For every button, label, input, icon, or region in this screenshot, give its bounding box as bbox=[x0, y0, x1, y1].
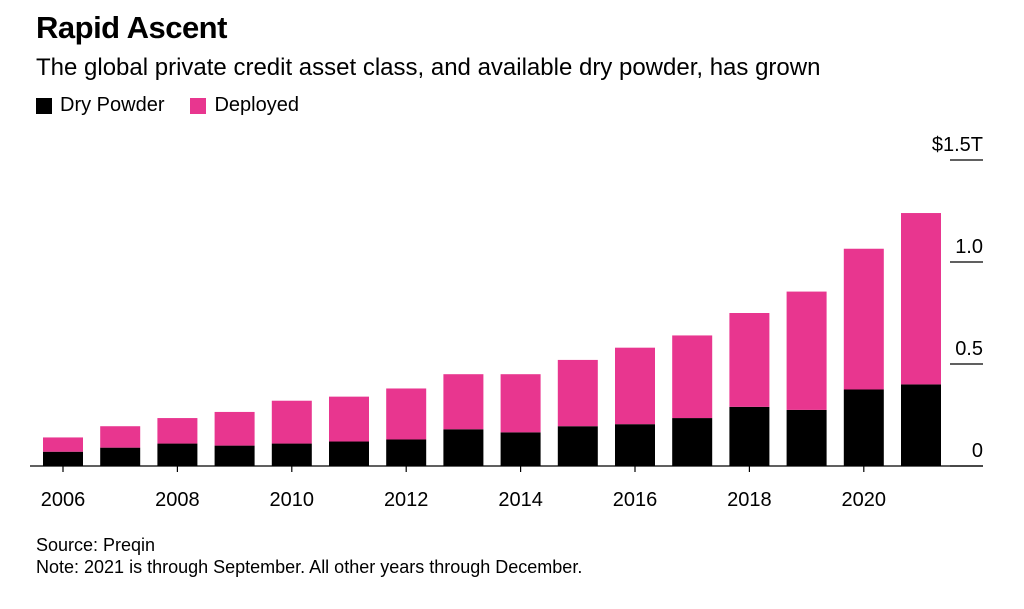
bar-dry-powder bbox=[386, 439, 427, 466]
bar-dry-powder bbox=[901, 384, 941, 466]
legend-label-deployed: Deployed bbox=[214, 94, 299, 116]
bar-deployed bbox=[100, 426, 141, 448]
bar-dry-powder bbox=[786, 409, 827, 466]
legend-label-dry-powder: Dry Powder bbox=[60, 94, 165, 116]
x-tick-label: 2020 bbox=[842, 489, 887, 511]
x-tick-label: 2008 bbox=[155, 489, 200, 511]
x-tick-label: 2006 bbox=[41, 489, 86, 511]
y-tick-label: 0 bbox=[972, 440, 983, 462]
bar-deployed bbox=[786, 291, 827, 410]
x-tick-label: 2016 bbox=[613, 489, 658, 511]
legend-swatch-dry-powder bbox=[36, 97, 52, 114]
legend-swatch-deployed bbox=[190, 97, 207, 114]
bar-dry-powder bbox=[843, 389, 884, 466]
x-tick-label: 2018 bbox=[727, 489, 772, 511]
bar-dry-powder bbox=[43, 451, 83, 466]
legend: Dry Powder Deployed bbox=[36, 94, 325, 117]
bar-deployed bbox=[271, 400, 312, 444]
x-tick-label: 2014 bbox=[498, 489, 543, 511]
y-tick-label: $1.5T bbox=[932, 134, 983, 156]
bar-deployed bbox=[329, 396, 369, 442]
bar-deployed bbox=[214, 411, 255, 446]
bar-deployed bbox=[500, 374, 541, 433]
bar-dry-powder bbox=[443, 429, 484, 466]
bar-dry-powder bbox=[100, 447, 141, 466]
bar-deployed bbox=[843, 248, 884, 390]
bar-dry-powder bbox=[214, 445, 255, 466]
footnote: Note: 2021 is through September. All oth… bbox=[36, 557, 583, 577]
footer: Source: Preqin Note: 2021 is through Sep… bbox=[36, 534, 582, 578]
bar-deployed bbox=[901, 213, 941, 385]
bar-dry-powder bbox=[271, 443, 312, 466]
y-tick-label: 0.5 bbox=[955, 338, 983, 360]
bar-dry-powder bbox=[557, 426, 598, 466]
legend-item-deployed: Deployed bbox=[190, 94, 299, 117]
y-tick-label: 1.0 bbox=[955, 236, 983, 258]
stacked-bar-chart: $1.5T 1.0 0.5 0 2006 2008 2010 2012 2014 2016 2018… bbox=[30, 134, 983, 511]
chart-title: Rapid Ascent bbox=[36, 10, 227, 45]
bar-dry-powder bbox=[157, 443, 198, 466]
x-tick-label: 2010 bbox=[270, 489, 315, 511]
bar-dry-powder bbox=[500, 432, 541, 466]
source-note: Source: Preqin bbox=[36, 535, 156, 555]
bar-deployed bbox=[386, 388, 427, 440]
bar-deployed bbox=[43, 437, 83, 452]
chart-subtitle: The global private credit asset class, a… bbox=[36, 54, 821, 81]
bar-deployed bbox=[157, 418, 198, 444]
legend-item-dry-powder: Dry Powder bbox=[36, 94, 164, 117]
bar-dry-powder bbox=[615, 424, 655, 466]
bar-dry-powder bbox=[729, 406, 770, 466]
bar-dry-powder bbox=[672, 418, 713, 466]
bar-deployed bbox=[615, 347, 655, 425]
bar-deployed bbox=[672, 335, 713, 419]
x-tick-label: 2012 bbox=[384, 489, 429, 511]
bar-dry-powder bbox=[329, 441, 369, 466]
bar-deployed bbox=[443, 374, 484, 430]
bar-deployed bbox=[729, 313, 770, 407]
bar-deployed bbox=[557, 359, 598, 427]
